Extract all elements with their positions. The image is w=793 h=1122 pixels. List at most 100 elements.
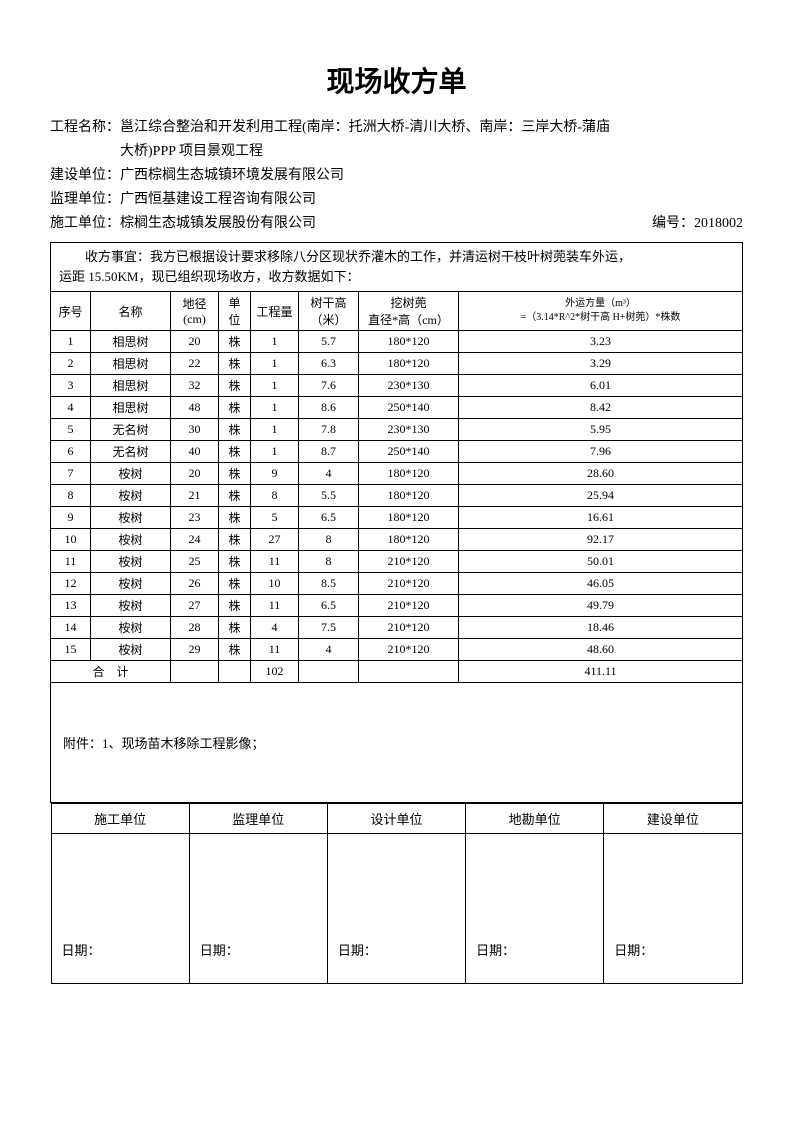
table-row: 7桉树20株94180*12028.60: [51, 463, 743, 485]
col-diam: 地径 (cm): [171, 292, 219, 331]
cell-dig: 180*120: [359, 463, 459, 485]
cell-vol: 3.23: [459, 331, 743, 353]
cell-dig: 210*120: [359, 639, 459, 661]
serial-label: 编号：: [652, 216, 694, 231]
cell-qty: 9: [251, 463, 299, 485]
cell-diam: 32: [171, 375, 219, 397]
cell-unit: 株: [219, 375, 251, 397]
cell-dig: 210*120: [359, 551, 459, 573]
cell-qty: 1: [251, 331, 299, 353]
cell-diam: 48: [171, 397, 219, 419]
sign-date-3: 日期：: [327, 834, 465, 984]
col-height: 树干高 （米）: [299, 292, 359, 331]
sign-supervise: 监理单位: [189, 804, 327, 834]
vol-header-2: =（3.14*R^2*树干高 H+树蔸）*株数: [463, 311, 738, 325]
cell-vol: 16.61: [459, 507, 743, 529]
sign-design: 设计单位: [327, 804, 465, 834]
cell-vol: 46.05: [459, 573, 743, 595]
col-name: 名称: [91, 292, 171, 331]
cell-vol: 8.42: [459, 397, 743, 419]
cell-dig: 180*120: [359, 529, 459, 551]
project-info: 工程名称： 邕江综合整治和开发利用工程(南岸：托洲大桥-清川大桥、南岸：三岸大桥…: [50, 116, 743, 236]
sign-survey: 地勘单位: [466, 804, 604, 834]
table-row: 4相思树48株18.6250*1408.42: [51, 397, 743, 419]
table-row: 12桉树26株108.5210*12046.05: [51, 573, 743, 595]
cell-height: 8.5: [299, 573, 359, 595]
sign-date-5: 日期：: [604, 834, 742, 984]
cell-vol: 5.95: [459, 419, 743, 441]
build-value: 广西棕榈生态城镇环境发展有限公司: [120, 164, 743, 188]
cell-qty: 11: [251, 595, 299, 617]
cell-name: 桉树: [91, 485, 171, 507]
cell-name: 桉树: [91, 617, 171, 639]
table-row: 11桉树25株118210*12050.01: [51, 551, 743, 573]
cell-height: 6.5: [299, 595, 359, 617]
construct-label: 施工单位：: [50, 212, 120, 236]
cell-name: 相思树: [91, 353, 171, 375]
cell-vol: 7.96: [459, 441, 743, 463]
sign-date-1: 日期：: [51, 834, 189, 984]
supervise-label: 监理单位：: [50, 188, 120, 212]
cell-diam: 23: [171, 507, 219, 529]
description-row: 收方事宜：我方已根据设计要求移除八分区现状乔灌木的工作，并清运树干枝叶树蔸装车外…: [51, 243, 743, 292]
cell-name: 相思树: [91, 331, 171, 353]
cell-qty: 5: [251, 507, 299, 529]
cell-dig: 230*130: [359, 375, 459, 397]
cell-diam: 25: [171, 551, 219, 573]
cell-dig: 210*120: [359, 573, 459, 595]
cell-height: 4: [299, 463, 359, 485]
sign-date-4: 日期：: [466, 834, 604, 984]
cell-seq: 4: [51, 397, 91, 419]
cell-vol: 25.94: [459, 485, 743, 507]
cell-vol: 28.60: [459, 463, 743, 485]
cell-dig: 250*140: [359, 441, 459, 463]
cell-vol: 6.01: [459, 375, 743, 397]
cell-seq: 2: [51, 353, 91, 375]
cell-dig: 180*120: [359, 331, 459, 353]
cell-unit: 株: [219, 617, 251, 639]
cell-name: 桉树: [91, 507, 171, 529]
cell-vol: 18.46: [459, 617, 743, 639]
cell-vol: 48.60: [459, 639, 743, 661]
cell-height: 6.5: [299, 507, 359, 529]
sign-construct: 施工单位: [51, 804, 189, 834]
cell-diam: 29: [171, 639, 219, 661]
total-row: 合 计 102 411.11: [51, 661, 743, 683]
cell-unit: 株: [219, 331, 251, 353]
cell-seq: 10: [51, 529, 91, 551]
project-value-2: 大桥)PPP 项目景观工程: [120, 140, 743, 164]
build-label: 建设单位：: [50, 164, 120, 188]
serial-value: 2018002: [694, 216, 743, 231]
cell-diam: 24: [171, 529, 219, 551]
construct-value: 棕榈生态城镇发展股份有限公司: [120, 212, 316, 236]
cell-unit: 株: [219, 595, 251, 617]
cell-qty: 1: [251, 353, 299, 375]
cell-diam: 26: [171, 573, 219, 595]
cell-height: 5.7: [299, 331, 359, 353]
cell-vol: 92.17: [459, 529, 743, 551]
desc-line-1: 收方事宜：我方已根据设计要求移除八分区现状乔灌木的工作，并清运树干枝叶树蔸装车外…: [59, 247, 734, 267]
sign-space-row: 日期： 日期： 日期： 日期： 日期：: [51, 834, 742, 984]
table-row: 5无名树30株17.8230*1305.95: [51, 419, 743, 441]
cell-diam: 28: [171, 617, 219, 639]
cell-unit: 株: [219, 529, 251, 551]
project-label: 工程名称：: [50, 116, 120, 140]
attachment-text: 附件：1、现场苗木移除工程影像；: [51, 683, 743, 803]
col-qty: 工程量: [251, 292, 299, 331]
total-vol: 411.11: [459, 661, 743, 683]
cell-dig: 210*120: [359, 595, 459, 617]
cell-height: 4: [299, 639, 359, 661]
cell-name: 桉树: [91, 595, 171, 617]
cell-qty: 10: [251, 573, 299, 595]
cell-diam: 30: [171, 419, 219, 441]
table-row: 8桉树21株85.5180*12025.94: [51, 485, 743, 507]
col-unit: 单 位: [219, 292, 251, 331]
sign-header-row: 施工单位 监理单位 设计单位 地勘单位 建设单位: [51, 804, 742, 834]
cell-diam: 20: [171, 331, 219, 353]
cell-unit: 株: [219, 441, 251, 463]
cell-diam: 20: [171, 463, 219, 485]
cell-seq: 8: [51, 485, 91, 507]
cell-name: 桉树: [91, 639, 171, 661]
cell-unit: 株: [219, 551, 251, 573]
cell-name: 桉树: [91, 573, 171, 595]
